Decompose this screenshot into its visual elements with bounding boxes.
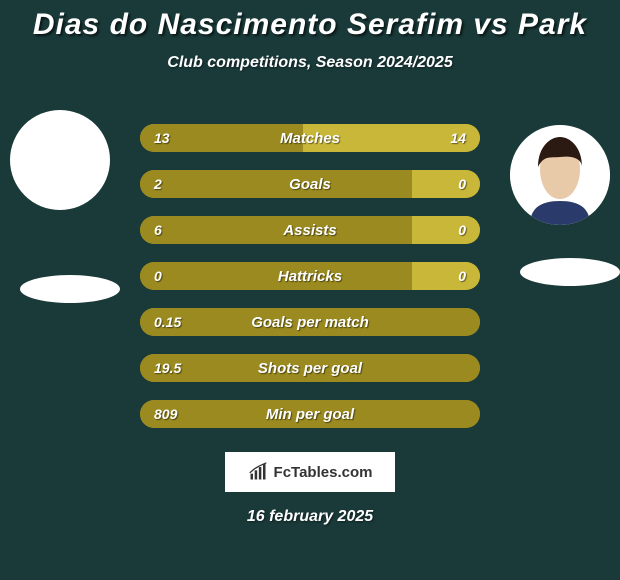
avatar-left	[10, 110, 110, 210]
stat-label: Hattricks	[140, 268, 480, 285]
stat-label: Matches	[140, 130, 480, 147]
avatar-right	[510, 125, 610, 225]
flag-left	[20, 275, 120, 303]
comparison-card: Dias do Nascimento Serafim vs Park Club …	[0, 0, 620, 580]
stat-label: Assists	[140, 222, 480, 239]
stat-row: 1314Matches	[140, 124, 480, 152]
avatar-placeholder-icon	[10, 110, 110, 210]
subtitle: Club competitions, Season 2024/2025	[0, 54, 620, 72]
stat-label: Shots per goal	[140, 360, 480, 377]
date-label: 16 february 2025	[0, 508, 620, 526]
stat-row: 20Goals	[140, 170, 480, 198]
avatar-person-icon	[510, 125, 610, 225]
stat-row: 00Hattricks	[140, 262, 480, 290]
stat-label: Goals per match	[140, 314, 480, 331]
page-title: Dias do Nascimento Serafim vs Park	[0, 8, 620, 42]
flag-right	[520, 258, 620, 286]
stat-row: 0.15Goals per match	[140, 308, 480, 336]
stat-row: 60Assists	[140, 216, 480, 244]
watermark: FcTables.com	[225, 452, 395, 492]
chart-icon	[248, 462, 268, 482]
stat-label: Goals	[140, 176, 480, 193]
stats-bars: 1314Matches 20Goals 60Assists 00Hattricks 0.…	[140, 124, 480, 428]
watermark-text: FcTables.com	[274, 464, 373, 481]
stat-label: Min per goal	[140, 406, 480, 423]
stat-row: 19.5Shots per goal	[140, 354, 480, 382]
stat-row: 809Min per goal	[140, 400, 480, 428]
